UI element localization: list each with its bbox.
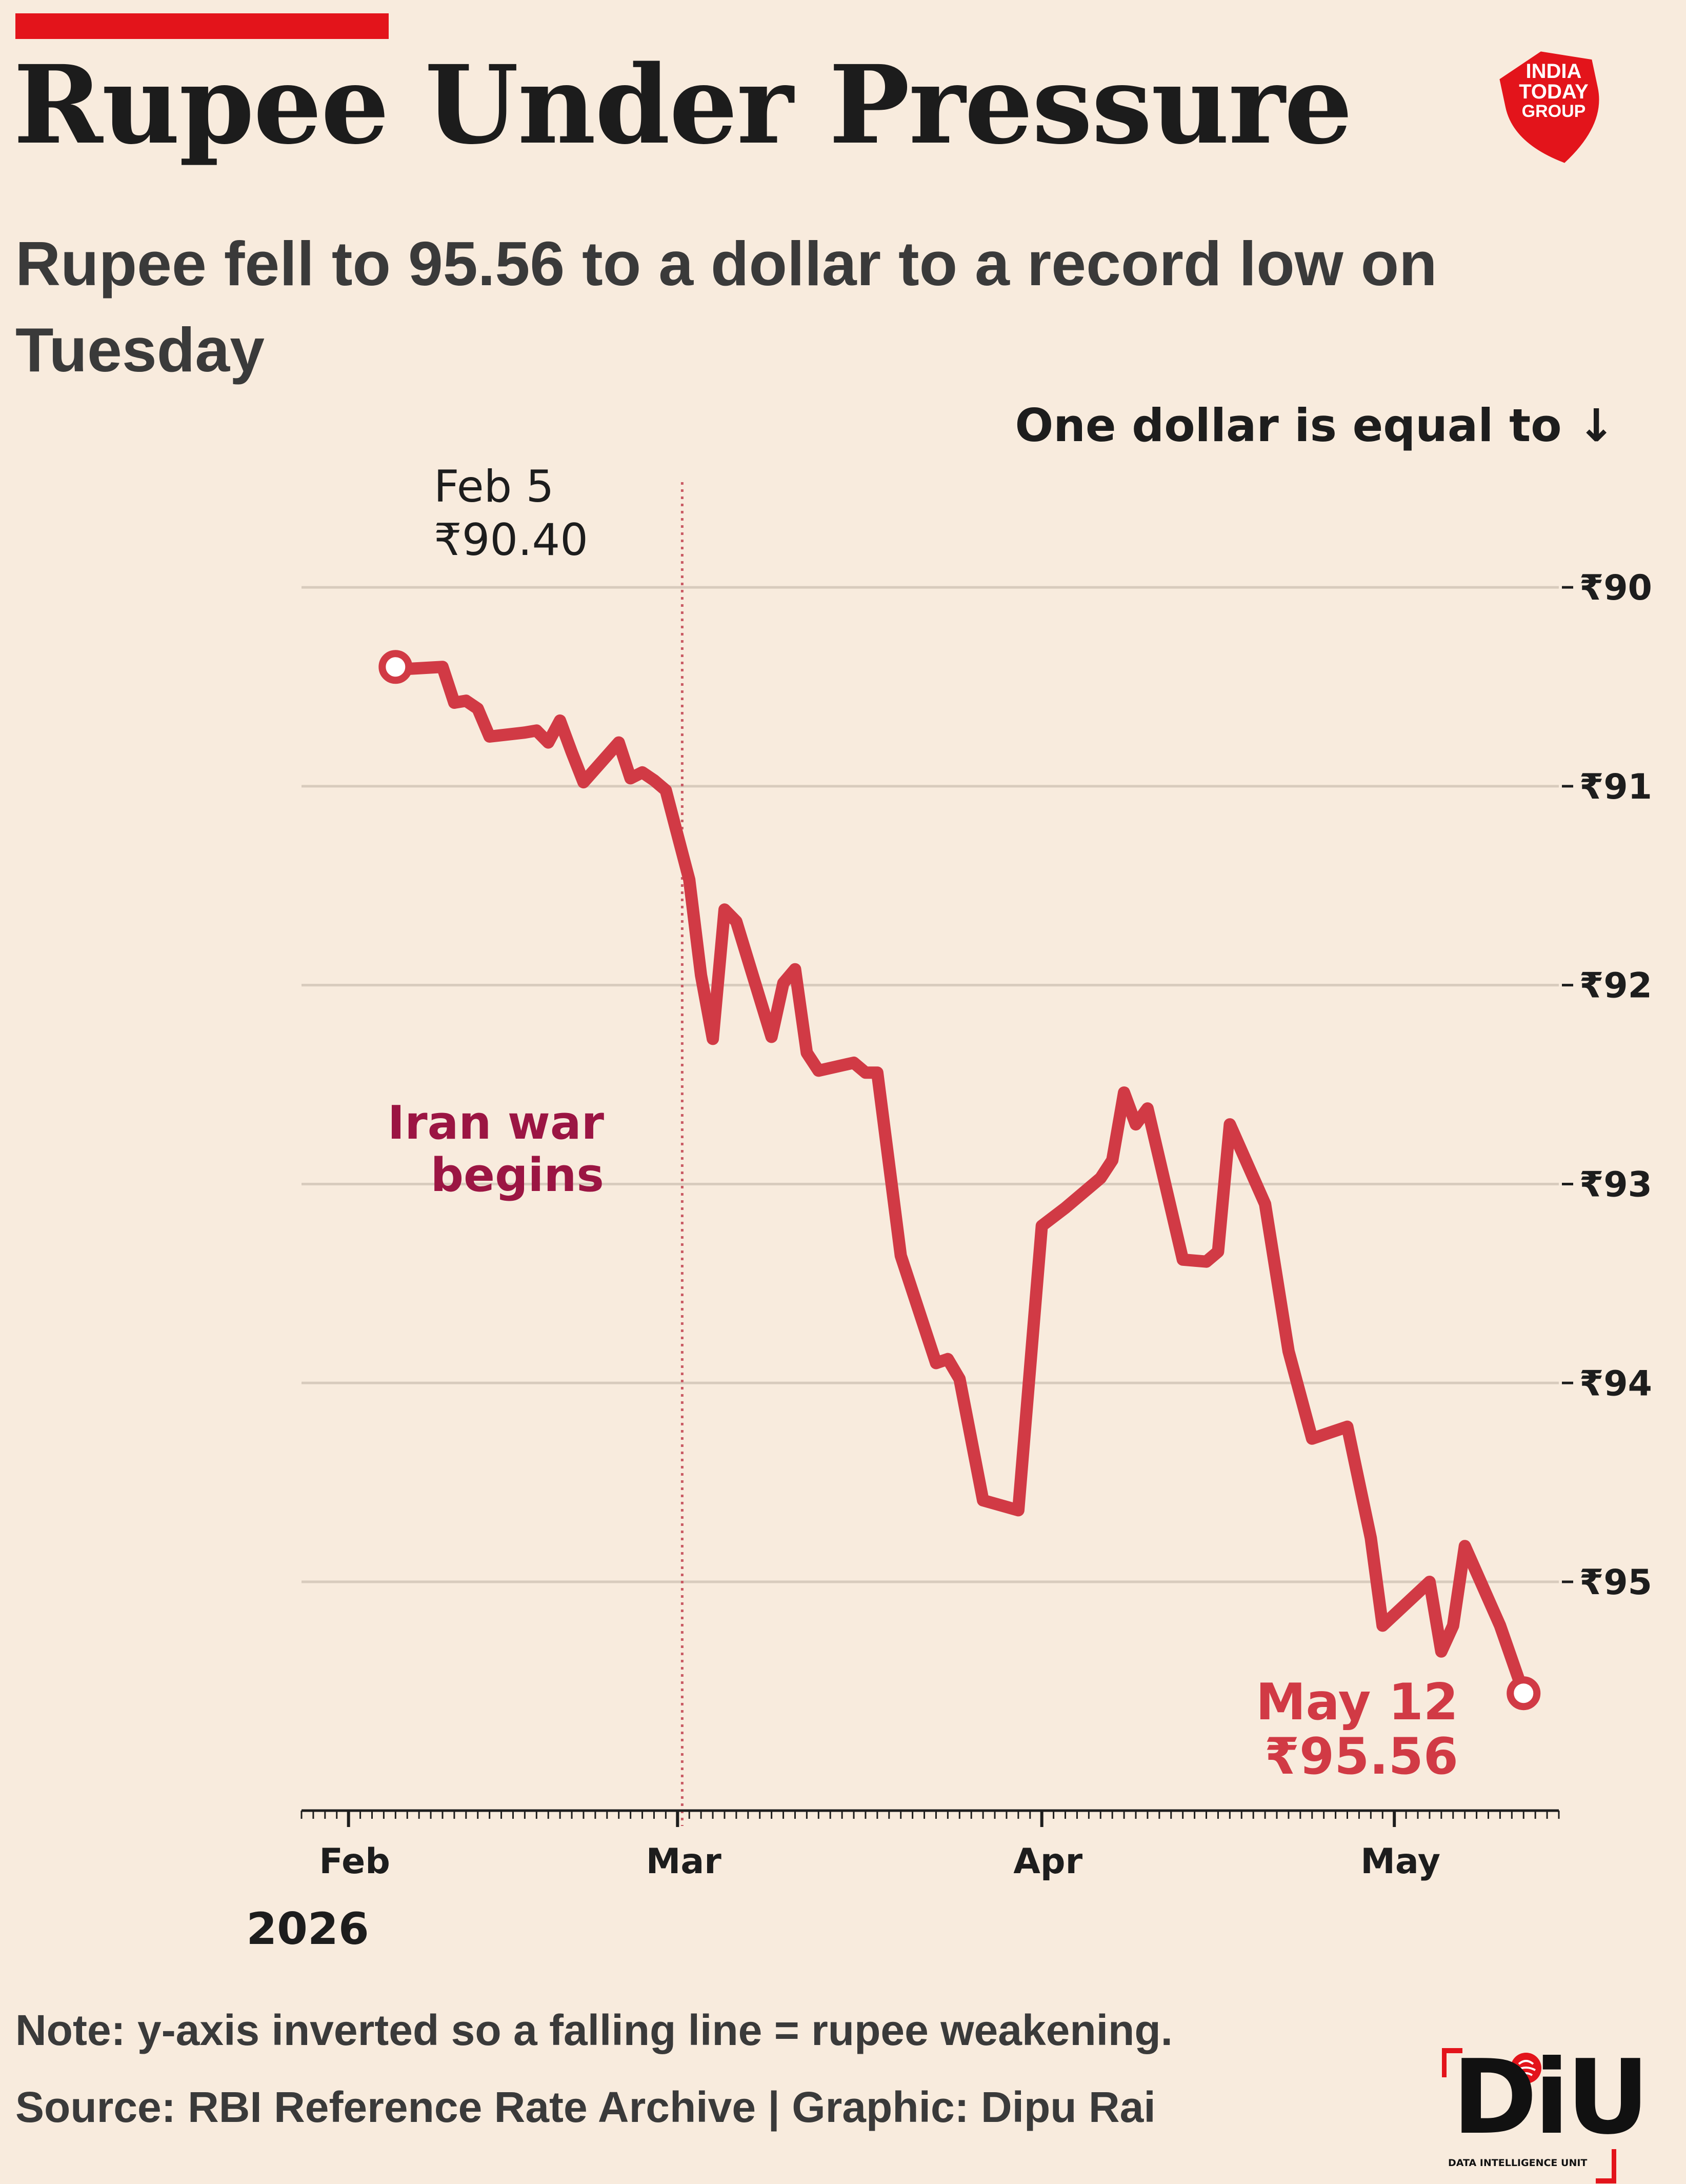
footer-source: Source: RBI Reference Rate Archive | Gra… (15, 2083, 1156, 2131)
start-point (378, 650, 413, 684)
diu-logo-frame (1442, 2048, 1616, 2183)
series-line (389, 661, 1530, 1700)
diu-logo: DiU DATA INTELLIGENCE UNIT (1442, 2047, 1650, 2184)
y-tick-label: ₹90 (1579, 568, 1652, 608)
y-axis: ₹90 ₹91 ₹92 ₹93 ₹94 ₹95 (1562, 568, 1652, 1603)
page-subtitle: Rupee fell to 95.56 to a dollar to a rec… (15, 229, 1437, 385)
end-value-label: ₹95.56 (1264, 1728, 1458, 1786)
end-point (1507, 1676, 1541, 1711)
x-tick-label: Apr (1013, 1841, 1082, 1882)
series-layer (378, 650, 1541, 1711)
event-label-line-2: begins (431, 1148, 604, 1202)
logo-line-3: GROUP (1522, 102, 1586, 121)
brand-name: DiU (1452, 2038, 1650, 2157)
page-title: Rupee Under Pressure (13, 42, 1353, 168)
end-date-label: May 12 (1256, 1673, 1458, 1732)
y-tick-label: ₹91 (1579, 767, 1652, 807)
start-value-label: ₹90.40 (434, 514, 588, 566)
y-axis-label: One dollar is equal to ↓ (1015, 399, 1615, 452)
event-label-line-1: Iran war (388, 1096, 605, 1150)
x-axis: Feb Mar Apr May (300, 1809, 1560, 1882)
title-accent-bar (15, 13, 389, 39)
y-tick-label: ₹92 (1579, 966, 1652, 1006)
y-tick-label: ₹94 (1579, 1363, 1652, 1404)
annotation-layer: One dollar is equal to ↓ Feb 5 ₹90.40 Ir… (246, 399, 1615, 1955)
logo-line-1: INDIA (1526, 60, 1582, 83)
y-tick-label: ₹93 (1579, 1164, 1652, 1205)
x-tick-label: Mar (646, 1841, 722, 1882)
x-tick-label: Feb (319, 1841, 390, 1882)
brand-subtitle: DATA INTELLIGENCE UNIT (1448, 2157, 1588, 2169)
y-tick-label: ₹95 (1579, 1562, 1652, 1603)
x-tick-label: May (1360, 1841, 1440, 1882)
india-today-group-logo: INDIA TODAY GROUP (1499, 51, 1599, 163)
start-date-label: Feb 5 (434, 461, 554, 512)
logo-line-2: TODAY (1519, 81, 1589, 103)
year-label: 2026 (246, 1903, 369, 1955)
grid-lines (302, 586, 1559, 1583)
footer-note: Note: y-axis inverted so a falling line … (15, 2006, 1173, 2054)
